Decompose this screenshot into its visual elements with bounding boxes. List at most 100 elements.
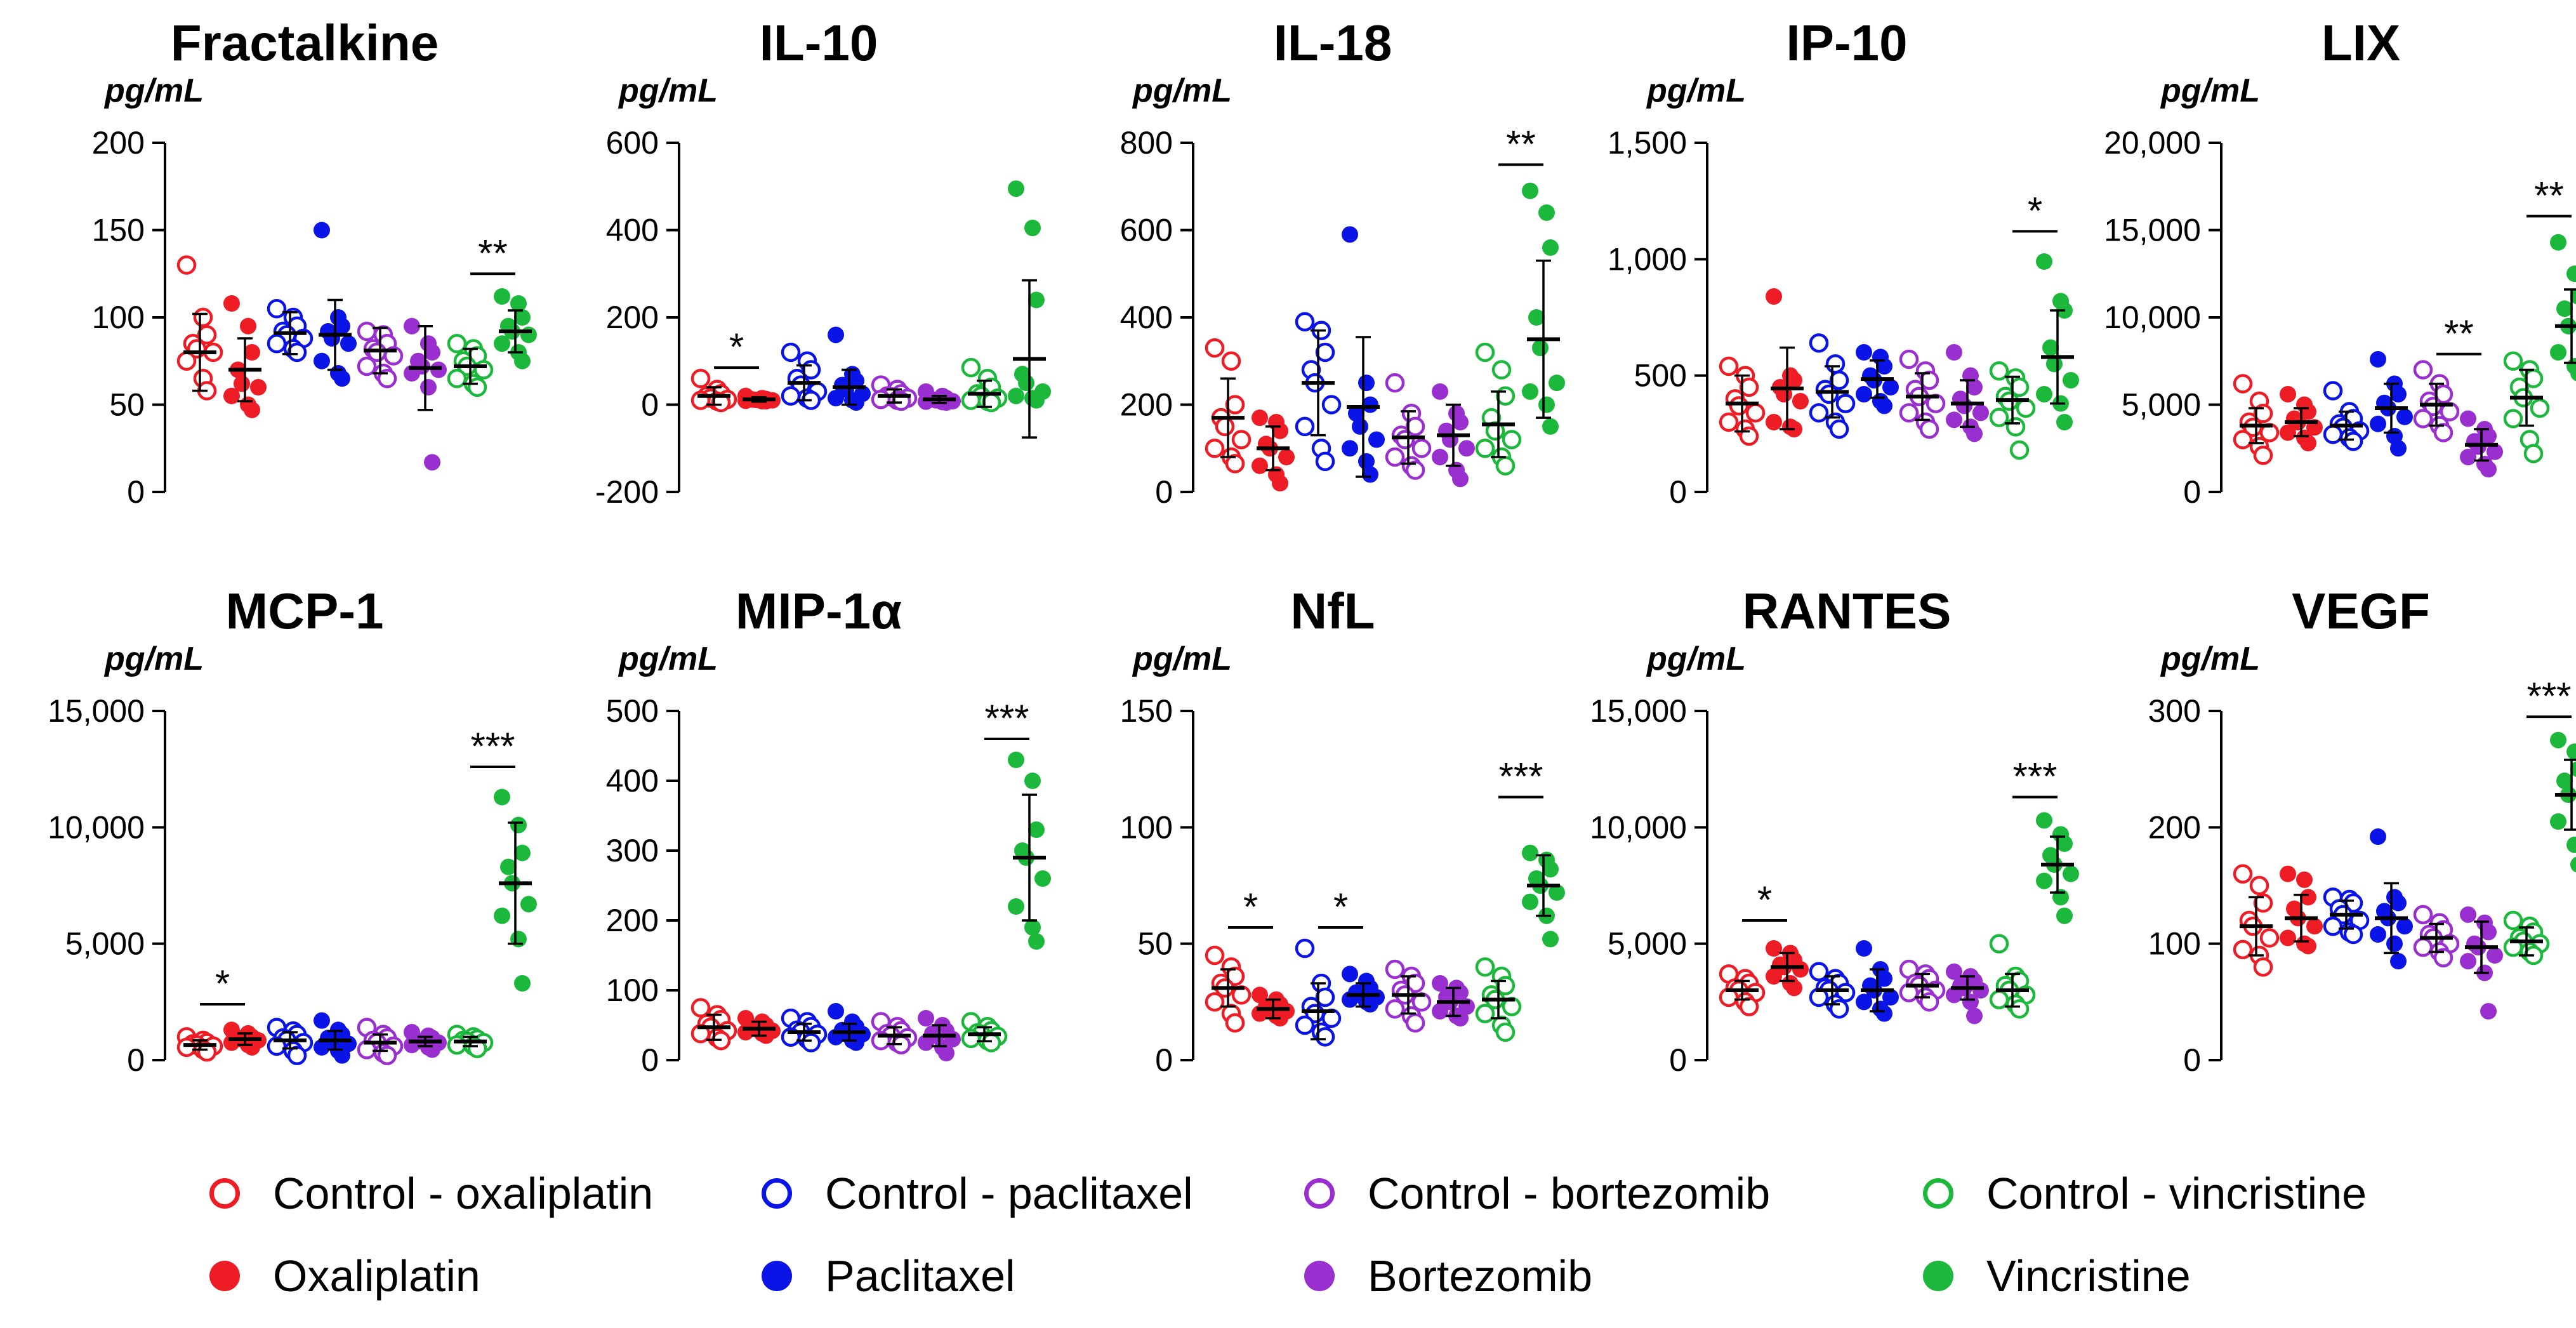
y-tick-label: 300	[606, 833, 659, 868]
data-point	[2460, 953, 2476, 970]
legend-item-control-paclitaxel: Control - paclitaxel	[762, 1162, 1193, 1225]
data-point	[1008, 387, 1024, 404]
data-point	[2413, 360, 2433, 380]
data-point	[2487, 947, 2503, 964]
data-point	[340, 335, 357, 352]
series-bortezomib	[2460, 410, 2503, 478]
data-point	[1522, 844, 1538, 861]
data-point	[1766, 414, 1782, 430]
data-point	[1432, 449, 1448, 465]
series-control-vincristine	[1475, 957, 1522, 1042]
y-tick-label: 200	[2148, 809, 2201, 845]
data-point	[1989, 408, 2009, 427]
data-point	[334, 1047, 350, 1064]
data-point	[1856, 386, 1872, 402]
data-point	[828, 326, 844, 343]
panel-vegf: VEGF pg/mL 0 100 200 300 ***	[2148, 583, 2576, 1078]
series-bortezomib	[404, 1024, 447, 1058]
series-control-oxaliplatin	[1719, 356, 1766, 446]
data-point	[2056, 835, 2073, 852]
legend-label: Vincristine	[1986, 1251, 2191, 1301]
data-point	[2390, 894, 2407, 912]
series-bortezomib	[1432, 383, 1475, 488]
series-control-vincristine	[2503, 910, 2550, 966]
data-point	[2480, 461, 2497, 478]
data-point	[314, 352, 330, 369]
series-bortezomib	[918, 1010, 961, 1061]
data-point	[1342, 966, 1358, 983]
data-point	[2487, 443, 2503, 460]
data-point	[2396, 918, 2413, 935]
data-point	[2550, 344, 2566, 361]
data-point	[2300, 938, 2316, 955]
y-axis-unit-label: pg/mL	[103, 72, 204, 109]
series-control-paclitaxel	[267, 1018, 314, 1065]
data-point	[690, 369, 711, 388]
significance-label: ***	[1498, 755, 1543, 798]
data-point	[2530, 398, 2550, 418]
data-point	[1919, 370, 1939, 390]
data-point	[1018, 375, 1034, 392]
y-tick-label: 0	[1155, 474, 1173, 510]
data-point	[1719, 356, 1739, 376]
data-point	[2036, 812, 2052, 829]
data-point	[2016, 398, 2036, 418]
y-tick-label: 15,000	[1590, 693, 1687, 729]
data-point	[1008, 898, 1024, 915]
panel-il-10: IL-10 pg/mL -200 0 200 400 600 *	[595, 15, 1051, 510]
data-point	[1405, 416, 1425, 437]
y-tick-label: 200	[1120, 387, 1173, 423]
data-point	[938, 1045, 954, 1061]
y-tick-label: 1,500	[1608, 125, 1687, 161]
data-point	[267, 334, 287, 354]
series-bortezomib	[2460, 906, 2503, 1019]
data-point	[2280, 386, 2296, 402]
series-control-bortezomib	[1385, 959, 1432, 1033]
y-tick-label: 0	[1669, 474, 1687, 510]
series-paclitaxel	[2370, 351, 2413, 457]
data-point	[404, 317, 420, 335]
y-tick-label: 20,000	[2104, 125, 2201, 161]
data-point	[2063, 865, 2079, 882]
data-point	[2343, 432, 2363, 451]
data-point	[2566, 743, 2576, 760]
series-control-bortezomib	[357, 321, 404, 388]
data-point	[176, 1037, 197, 1058]
chart-title: MIP-1α	[736, 583, 902, 639]
series-oxaliplatin	[1252, 986, 1295, 1026]
data-point	[1452, 1010, 1469, 1026]
legend-label: Bortezomib	[1368, 1251, 1593, 1301]
data-point	[981, 1033, 1001, 1052]
data-point	[1385, 959, 1405, 979]
data-point	[2249, 875, 2269, 896]
legend-marker-open-circle	[1923, 1178, 1953, 1209]
series-vincristine	[494, 788, 537, 992]
data-point	[520, 896, 537, 913]
series-control-vincristine	[447, 334, 494, 397]
data-point	[244, 344, 260, 361]
series-control-oxaliplatin	[176, 255, 223, 401]
y-tick-label: 15,000	[48, 693, 145, 729]
data-point	[1395, 430, 1415, 449]
y-axis-unit-label: pg/mL	[103, 641, 204, 677]
significance-label: ***	[2012, 755, 2057, 798]
data-point	[314, 1039, 330, 1056]
data-point	[848, 1034, 864, 1051]
data-point	[1899, 349, 1919, 369]
data-point	[2036, 386, 2052, 402]
y-tick-label: 0	[641, 1042, 659, 1078]
series-control-oxaliplatin	[2233, 864, 2280, 977]
series-control-paclitaxel	[781, 342, 828, 410]
data-point	[2566, 265, 2576, 282]
y-axis-unit-label: pg/mL	[1132, 72, 1232, 109]
data-point	[2370, 926, 2386, 943]
chart-title: LIX	[2322, 15, 2400, 71]
data-point	[1538, 204, 1555, 221]
data-point	[1411, 439, 1432, 458]
data-point	[197, 325, 217, 345]
data-point	[1295, 938, 1315, 959]
data-point	[1495, 1022, 1516, 1042]
data-point	[1295, 1015, 1315, 1035]
data-point	[176, 351, 197, 371]
